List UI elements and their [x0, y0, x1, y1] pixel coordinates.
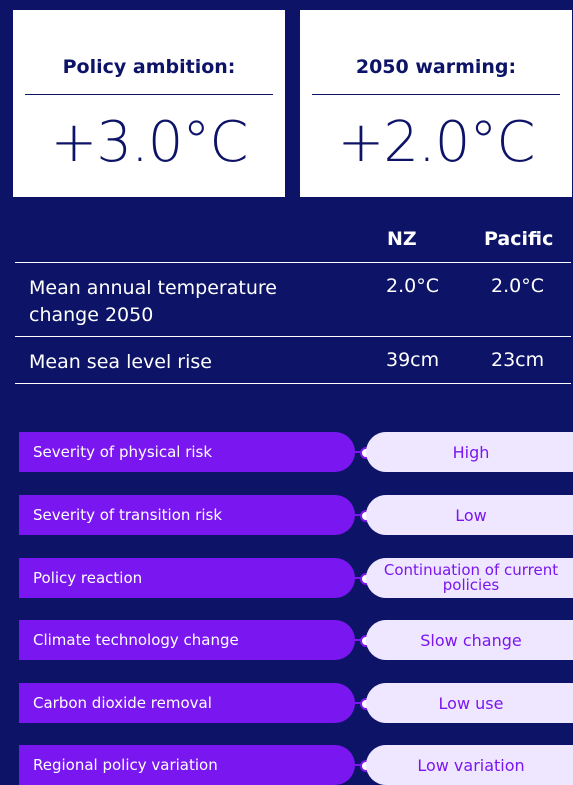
risk-value: Low use — [366, 683, 573, 723]
risk-row-cdr: Carbon dioxide removal Low use — [19, 683, 573, 723]
risk-label: Severity of transition risk — [19, 495, 355, 535]
row-label: Mean sea level rise — [29, 351, 212, 373]
risk-row-physical: Severity of physical risk High — [19, 432, 573, 472]
row-pacific-value: 2.0°C — [491, 275, 544, 297]
policy-ambition-label: Policy ambition: — [62, 56, 236, 78]
row-nz-value: 2.0°C — [386, 275, 439, 297]
risk-row-policy-reaction: Policy reaction Continuation of current … — [19, 558, 573, 598]
row-label: Mean annual temperature change 2050 — [29, 277, 277, 326]
header-nz: NZ — [387, 228, 417, 250]
policy-ambition-value: +3.0°C — [50, 110, 248, 175]
risk-value: Low variation — [366, 745, 573, 785]
risk-value: High — [366, 432, 573, 472]
table-header: NZ Pacific — [15, 222, 571, 262]
warming-2050-value: +2.0°C — [337, 110, 535, 175]
divider — [25, 94, 273, 95]
risk-label: Carbon dioxide removal — [19, 683, 355, 723]
table-row: Mean sea level rise 39cm 23cm — [15, 336, 571, 384]
warming-2050-card: 2050 warming: +2.0°C — [300, 10, 572, 197]
risk-label: Climate technology change — [19, 620, 355, 660]
climate-table: NZ Pacific Mean annual temperature chang… — [15, 222, 571, 384]
risk-row-regional: Regional policy variation Low variation — [19, 745, 573, 785]
risk-value: Continuation of current policies — [366, 558, 573, 598]
risk-label: Policy reaction — [19, 558, 355, 598]
header-pacific: Pacific — [484, 228, 554, 250]
risk-value: Low — [366, 495, 573, 535]
table-row: Mean annual temperature change 2050 2.0°… — [15, 262, 571, 336]
risk-row-transition: Severity of transition risk Low — [19, 495, 573, 535]
row-pacific-value: 23cm — [491, 349, 545, 371]
divider — [312, 94, 560, 95]
risk-row-technology: Climate technology change Slow change — [19, 620, 573, 660]
row-nz-value: 39cm — [386, 349, 440, 371]
risk-value: Slow change — [366, 620, 573, 660]
risk-label: Severity of physical risk — [19, 432, 355, 472]
warming-2050-label: 2050 warming: — [355, 56, 517, 78]
risk-label: Regional policy variation — [19, 745, 355, 785]
policy-ambition-card: Policy ambition: +3.0°C — [13, 10, 285, 197]
